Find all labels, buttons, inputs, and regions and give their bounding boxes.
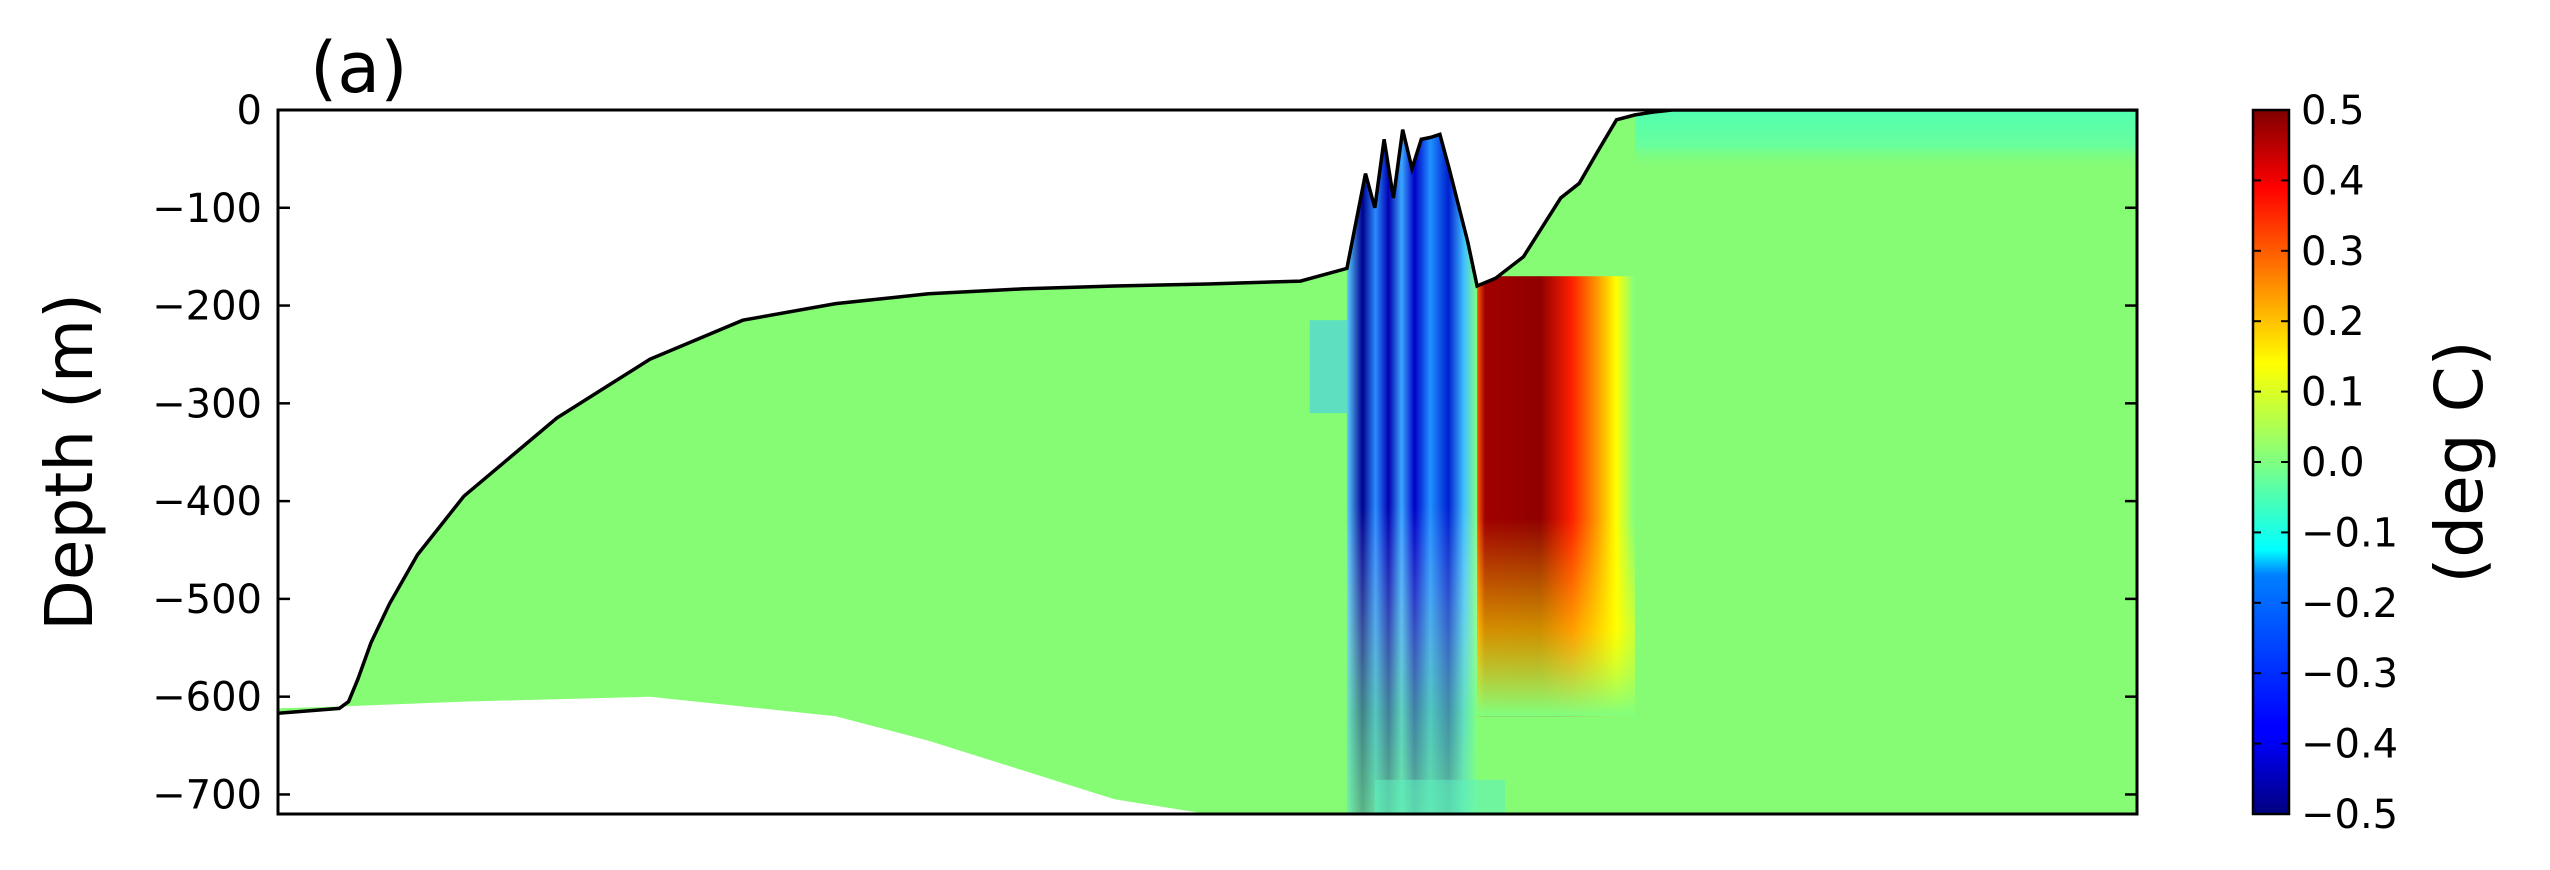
y-tick-label: −600 bbox=[152, 675, 262, 721]
colorbar-tick-label: 0.1 bbox=[2301, 370, 2365, 416]
warm-core-fade bbox=[1477, 276, 1636, 717]
y-tick-label: −200 bbox=[152, 284, 262, 330]
cold-band-fade bbox=[1346, 129, 1478, 814]
y-axis-label: Depth (m) bbox=[31, 293, 108, 631]
colorbar-axis: 0.5 0.4 0.3 0.2 0.1 0.0 −0.1 −0.2 −0.3 −0.4 −0.5 bbox=[2253, 88, 2398, 838]
y-axis: 0 −100 −200 −300 −400 −500 −600 −700 bbox=[152, 88, 2137, 818]
panel-label: (a) bbox=[310, 27, 408, 109]
background-field bbox=[278, 110, 2137, 814]
colorbar-tick-label: 0.4 bbox=[2301, 158, 2365, 204]
plot-frame bbox=[276, 108, 2139, 816]
colorbar-tick-label: −0.5 bbox=[2301, 792, 2398, 838]
colorbar-label: (deg C) bbox=[2421, 341, 2498, 584]
y-tick-label: 0 bbox=[237, 88, 262, 134]
y-tick-label: −700 bbox=[152, 772, 262, 818]
surface-cool-layer bbox=[1635, 110, 2137, 169]
colorbar-tick-label: −0.4 bbox=[2301, 722, 2398, 768]
y-tick-label: −300 bbox=[152, 381, 262, 427]
colorbar-tick-label: 0.2 bbox=[2301, 299, 2365, 345]
colorbar-tick-label: −0.1 bbox=[2301, 510, 2398, 556]
colorbar-tick-label: 0.3 bbox=[2301, 229, 2365, 275]
colorbar-tick-label: 0.0 bbox=[2301, 440, 2365, 486]
colorbar-tick-label: −0.2 bbox=[2301, 581, 2398, 627]
plot-area bbox=[278, 110, 2137, 814]
y-tick-label: −400 bbox=[152, 479, 262, 525]
bottom-cool-patch bbox=[1374, 779, 1505, 814]
colorbar-tick-label: 0.5 bbox=[2301, 88, 2365, 134]
y-tick-label: −500 bbox=[152, 577, 262, 623]
y-tick-label: −100 bbox=[152, 186, 262, 232]
colorbar-tick-label: −0.3 bbox=[2301, 651, 2398, 697]
